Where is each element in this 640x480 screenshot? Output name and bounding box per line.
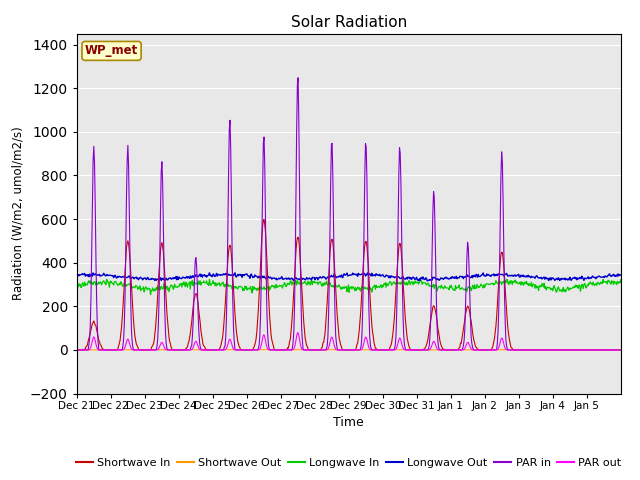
Legend: Shortwave In, Shortwave Out, Longwave In, Longwave Out, PAR in, PAR out: Shortwave In, Shortwave Out, Longwave In… xyxy=(72,453,626,472)
Longwave Out xyxy=(205,270,213,276)
PAR out xyxy=(73,347,81,353)
Longwave In xyxy=(406,278,413,284)
Longwave Out xyxy=(437,275,445,281)
Text: WP_met: WP_met xyxy=(85,44,138,58)
Shortwave Out xyxy=(237,347,244,353)
Line: PAR out: PAR out xyxy=(77,333,621,350)
Shortwave In xyxy=(617,347,625,353)
Longwave Out xyxy=(406,275,413,280)
Longwave In xyxy=(73,284,81,290)
Longwave In xyxy=(285,281,292,287)
Longwave Out xyxy=(73,273,81,279)
Shortwave Out xyxy=(436,347,444,353)
PAR out xyxy=(237,347,244,353)
Shortwave Out xyxy=(260,347,268,353)
PAR out xyxy=(294,330,302,336)
Y-axis label: Radiation (W/m2, umol/m2/s): Radiation (W/m2, umol/m2/s) xyxy=(12,127,24,300)
PAR out xyxy=(264,346,271,351)
Shortwave Out xyxy=(617,347,625,353)
Shortwave In xyxy=(260,216,268,222)
Shortwave Out xyxy=(264,347,272,353)
Shortwave In xyxy=(285,343,292,349)
Line: Shortwave In: Shortwave In xyxy=(77,219,621,350)
Longwave In xyxy=(137,288,145,294)
Shortwave Out xyxy=(406,347,413,353)
Shortwave In xyxy=(406,345,413,350)
Line: Longwave Out: Longwave Out xyxy=(77,273,621,281)
Longwave In xyxy=(237,284,245,289)
PAR out xyxy=(617,347,625,353)
PAR in xyxy=(294,75,302,81)
PAR out xyxy=(436,347,444,353)
Longwave In xyxy=(617,277,625,283)
Line: Longwave In: Longwave In xyxy=(77,279,621,295)
Longwave Out xyxy=(264,274,272,280)
PAR out xyxy=(406,347,413,353)
Longwave Out xyxy=(285,275,292,281)
Shortwave In xyxy=(73,347,81,353)
Shortwave Out xyxy=(285,347,292,353)
Longwave In xyxy=(436,284,444,290)
Title: Solar Radiation: Solar Radiation xyxy=(291,15,407,30)
Longwave Out xyxy=(137,274,145,280)
Longwave In xyxy=(503,276,511,282)
X-axis label: Time: Time xyxy=(333,416,364,429)
Longwave In xyxy=(264,283,272,289)
PAR out xyxy=(284,347,292,353)
Shortwave Out xyxy=(73,347,81,353)
PAR in xyxy=(237,347,244,353)
Longwave In xyxy=(147,292,154,298)
PAR in xyxy=(137,347,145,353)
PAR in xyxy=(406,347,413,353)
PAR in xyxy=(264,330,271,336)
Shortwave In xyxy=(264,288,272,294)
PAR out xyxy=(137,347,145,353)
Longwave Out xyxy=(237,272,245,277)
Shortwave Out xyxy=(137,347,145,353)
Line: PAR in: PAR in xyxy=(77,78,621,350)
Longwave Out xyxy=(617,272,625,278)
PAR in xyxy=(436,347,444,353)
PAR in xyxy=(73,347,81,353)
Shortwave In xyxy=(137,347,145,353)
Shortwave In xyxy=(436,338,444,344)
Shortwave In xyxy=(237,347,244,353)
Longwave Out xyxy=(423,278,431,284)
PAR in xyxy=(617,347,625,353)
PAR in xyxy=(284,347,292,353)
